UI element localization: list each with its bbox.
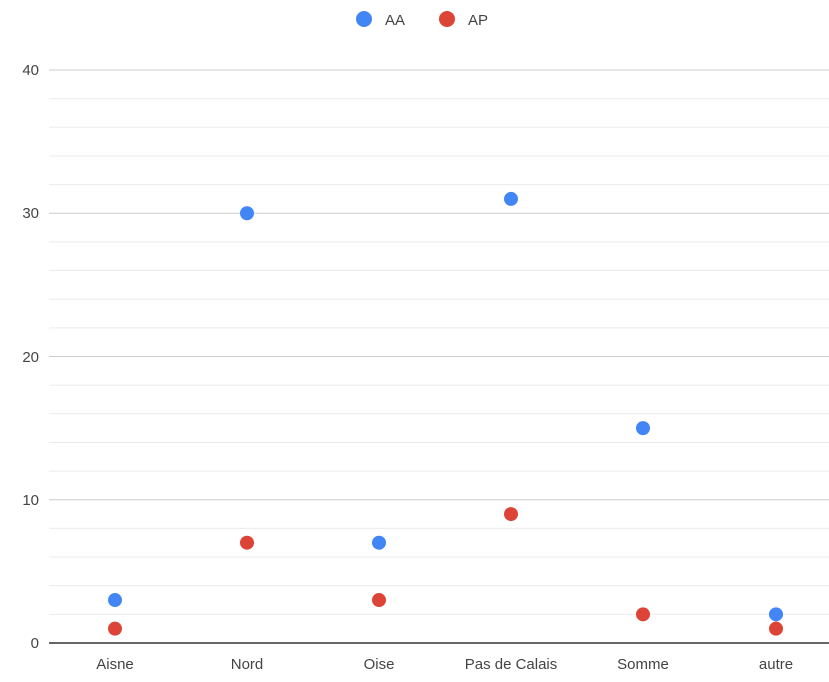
data-point-ap-aisne — [108, 621, 122, 636]
x-axis-ticks: Aisne Nord Oise Pas de Calais Somme autr… — [96, 656, 793, 673]
grid-lines — [49, 69, 829, 615]
data-point-aa-aisne — [108, 593, 122, 608]
x-tick-label: Nord — [231, 656, 264, 673]
x-tick-label: Somme — [617, 656, 669, 673]
legend-label-aa: AA — [385, 12, 405, 29]
y-tick-label: 40 — [22, 62, 39, 79]
data-points — [108, 191, 783, 636]
legend-marker-aa — [356, 11, 372, 27]
y-tick-label: 20 — [22, 349, 39, 366]
y-tick-label: 30 — [22, 205, 39, 222]
legend-item-ap: AP — [439, 11, 488, 29]
legend-label-ap: AP — [468, 12, 488, 29]
data-point-ap-nord — [240, 535, 254, 550]
x-tick-label: autre — [759, 656, 793, 673]
data-point-aa-nord — [240, 206, 254, 221]
x-tick-label: Aisne — [96, 656, 134, 673]
legend-marker-ap — [439, 11, 455, 27]
y-tick-label: 10 — [22, 492, 39, 509]
data-point-ap-autre — [769, 621, 783, 636]
legend: AA AP — [356, 11, 488, 29]
x-tick-label: Oise — [364, 656, 395, 673]
x-tick-label: Pas de Calais — [465, 656, 558, 673]
data-point-ap-pas-de-calais — [504, 507, 518, 522]
data-point-aa-pas-de-calais — [504, 191, 518, 206]
data-point-ap-somme — [636, 607, 650, 622]
y-axis-ticks: 0 10 20 30 40 — [22, 62, 39, 652]
data-point-aa-somme — [636, 421, 650, 436]
data-point-aa-autre — [769, 607, 783, 622]
data-point-ap-oise — [372, 593, 386, 608]
legend-item-aa: AA — [356, 11, 405, 29]
y-tick-label: 0 — [31, 635, 39, 652]
data-point-aa-oise — [372, 535, 386, 550]
